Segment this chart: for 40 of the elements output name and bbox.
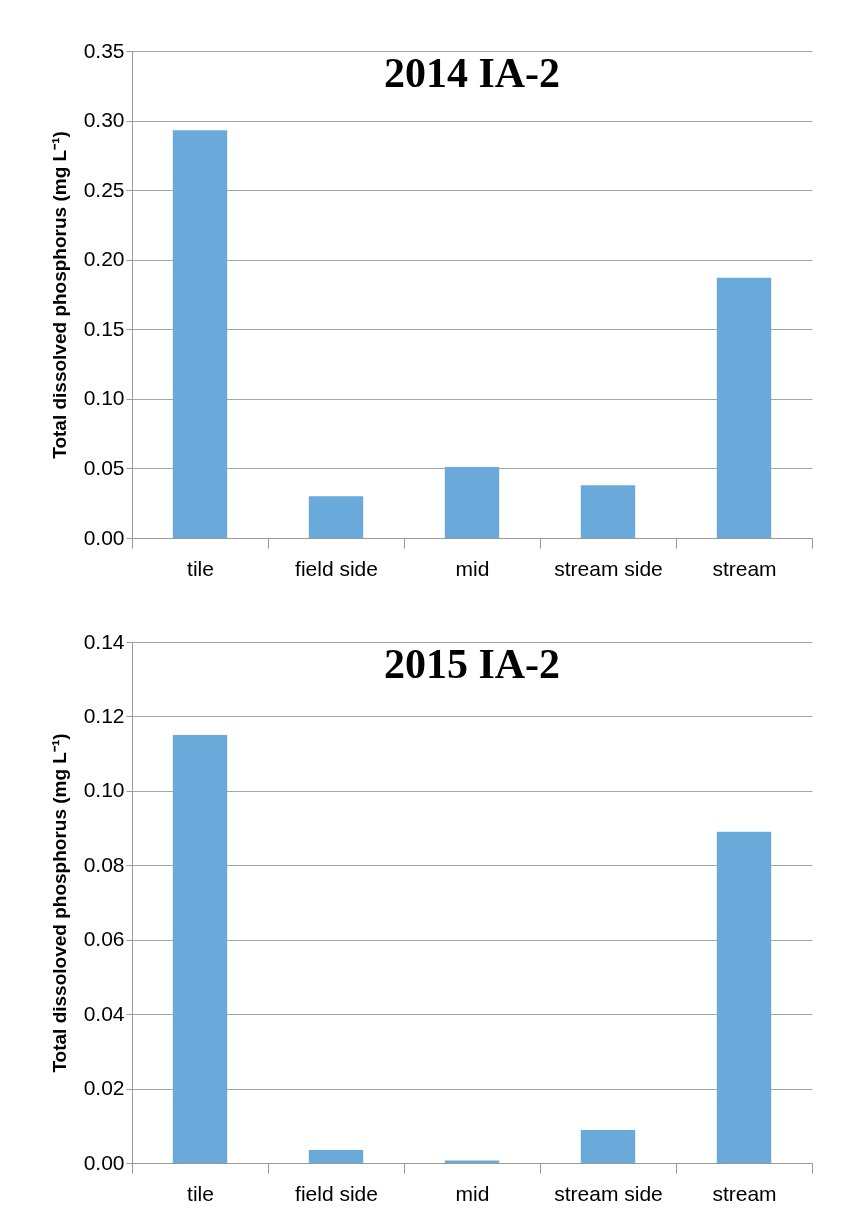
y-tick-label: 0.06 [83, 927, 125, 951]
bar [444, 1160, 500, 1163]
bar [172, 130, 228, 538]
y-axis-title: Total dissoloved phosphorus (mg L⁻¹) [48, 733, 70, 1073]
bar [716, 277, 772, 538]
x-tick-label: field side [295, 556, 378, 580]
bar [580, 485, 636, 538]
y-tick-label: 0.14 [83, 629, 125, 653]
y-tick-label: 0.15 [83, 316, 125, 340]
x-tick-label: mid [455, 556, 490, 580]
y-tick-label: 0.20 [83, 247, 125, 271]
y-tick-label: 0.00 [83, 525, 125, 549]
bar [716, 831, 772, 1163]
chart-title: 2015 IA-2 [383, 641, 561, 687]
bar [444, 467, 500, 538]
x-tick-label: mid [455, 1181, 490, 1205]
bar [580, 1129, 636, 1163]
y-tick-label: 0.30 [83, 108, 125, 132]
bar [308, 1149, 364, 1163]
x-tick-label: tile [187, 1181, 214, 1205]
y-tick-label: 0.08 [83, 852, 125, 876]
x-tick-label: field side [295, 1181, 378, 1205]
y-tick-label: 0.00 [83, 1150, 125, 1174]
x-tick-label: stream side [554, 556, 663, 580]
bar [308, 496, 364, 538]
y-tick-label: 0.10 [83, 386, 125, 410]
x-tick-label: tile [187, 556, 214, 580]
y-tick-label: 0.04 [83, 1001, 125, 1025]
x-tick-label: stream [712, 556, 777, 580]
x-tick-label: stream [712, 1181, 777, 1205]
y-tick-label: 0.02 [83, 1076, 125, 1100]
bar [172, 735, 228, 1163]
y-tick-label: 0.35 [83, 38, 125, 62]
chart-title: 2014 IA-2 [383, 50, 561, 96]
y-tick-label: 0.25 [83, 177, 125, 201]
y-axis-title: Total dissolved phosphorus (mg L⁻¹) [48, 131, 70, 459]
y-tick-label: 0.10 [83, 778, 125, 802]
y-tick-label: 0.12 [83, 703, 125, 727]
y-tick-label: 0.05 [83, 455, 125, 479]
x-tick-label: stream side [554, 1181, 663, 1205]
